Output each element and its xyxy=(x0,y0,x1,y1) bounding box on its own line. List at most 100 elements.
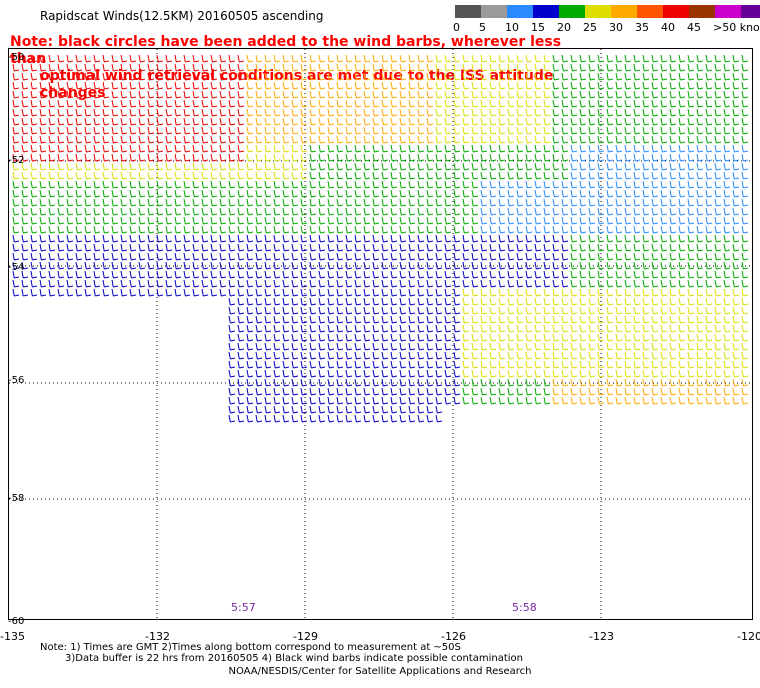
wind-barb xyxy=(696,333,704,342)
wind-barb xyxy=(291,90,299,99)
wind-barb xyxy=(192,261,200,270)
wind-barb xyxy=(363,306,371,315)
wind-barb xyxy=(138,261,146,270)
wind-barb xyxy=(255,207,263,216)
wind-barb xyxy=(111,81,119,90)
wind-barb xyxy=(579,234,587,243)
wind-barb xyxy=(129,135,137,144)
wind-barb xyxy=(669,279,677,288)
wind-barb xyxy=(552,90,560,99)
wind-barb xyxy=(381,144,389,153)
wind-barb xyxy=(93,81,101,90)
wind-barb xyxy=(210,54,218,63)
wind-barb xyxy=(669,63,677,72)
wind-barb xyxy=(480,369,488,378)
wind-barb xyxy=(687,378,695,387)
wind-barb xyxy=(39,207,47,216)
wind-barb xyxy=(516,117,524,126)
wind-barb xyxy=(633,198,641,207)
wind-barb xyxy=(192,270,200,279)
wind-barb xyxy=(489,315,497,324)
wind-barb xyxy=(561,90,569,99)
wind-barb xyxy=(651,54,659,63)
wind-barb xyxy=(336,360,344,369)
wind-barb xyxy=(57,288,65,297)
wind-barb xyxy=(111,144,119,153)
wind-barb xyxy=(66,216,74,225)
wind-barb xyxy=(615,288,623,297)
wind-barb xyxy=(12,135,20,144)
wind-barb xyxy=(714,90,722,99)
wind-barb xyxy=(93,207,101,216)
wind-barb xyxy=(678,99,686,108)
wind-barb xyxy=(255,333,263,342)
wind-barb xyxy=(399,90,407,99)
wind-barb xyxy=(363,207,371,216)
wind-barb xyxy=(471,135,479,144)
wind-barb xyxy=(345,180,353,189)
wind-barb xyxy=(561,324,569,333)
wind-barb xyxy=(579,126,587,135)
wind-barb xyxy=(327,270,335,279)
wind-barb xyxy=(120,153,128,162)
wind-barb xyxy=(39,153,47,162)
wind-barb xyxy=(435,288,443,297)
wind-barb xyxy=(381,297,389,306)
wind-barb xyxy=(426,378,434,387)
wind-barb xyxy=(498,162,506,171)
wind-barb xyxy=(624,135,632,144)
wind-barb xyxy=(471,162,479,171)
wind-barb xyxy=(354,396,362,405)
wind-barb xyxy=(489,387,497,396)
wind-barb xyxy=(615,270,623,279)
wind-barb xyxy=(354,135,362,144)
wind-barb xyxy=(597,144,605,153)
wind-barb xyxy=(480,387,488,396)
wind-barb xyxy=(282,396,290,405)
wind-barb xyxy=(741,288,749,297)
wind-barb xyxy=(453,99,461,108)
wind-barb xyxy=(696,189,704,198)
wind-barb xyxy=(300,108,308,117)
wind-barb xyxy=(93,90,101,99)
wind-barb xyxy=(282,63,290,72)
wind-barb xyxy=(66,270,74,279)
wind-barb xyxy=(282,234,290,243)
wind-barb xyxy=(489,252,497,261)
wind-barb xyxy=(237,171,245,180)
wind-barb xyxy=(624,207,632,216)
wind-barb xyxy=(624,153,632,162)
wind-barb xyxy=(291,189,299,198)
wind-barb xyxy=(624,126,632,135)
wind-barb xyxy=(57,243,65,252)
wind-barb xyxy=(624,279,632,288)
wind-barb xyxy=(651,270,659,279)
wind-barb xyxy=(462,396,470,405)
wind-barb xyxy=(543,126,551,135)
wind-barb xyxy=(705,135,713,144)
wind-barb xyxy=(651,234,659,243)
wind-barb xyxy=(84,99,92,108)
wind-barb xyxy=(399,243,407,252)
wind-barb xyxy=(534,171,542,180)
wind-barb xyxy=(732,351,740,360)
wind-barb xyxy=(174,243,182,252)
wind-barb xyxy=(687,225,695,234)
wind-barb xyxy=(714,189,722,198)
wind-barb xyxy=(489,333,497,342)
wind-barb xyxy=(372,126,380,135)
wind-barb xyxy=(12,216,20,225)
wind-barb xyxy=(579,279,587,288)
wind-barb xyxy=(192,198,200,207)
wind-barb xyxy=(174,108,182,117)
wind-barb xyxy=(372,324,380,333)
wind-barb xyxy=(102,225,110,234)
wind-barb xyxy=(444,144,452,153)
wind-barb xyxy=(462,135,470,144)
wind-barb xyxy=(381,324,389,333)
wind-barb xyxy=(363,252,371,261)
wind-barb xyxy=(354,252,362,261)
longitude-label: -132 xyxy=(145,630,170,643)
wind-barb xyxy=(498,369,506,378)
wind-barb xyxy=(516,324,524,333)
